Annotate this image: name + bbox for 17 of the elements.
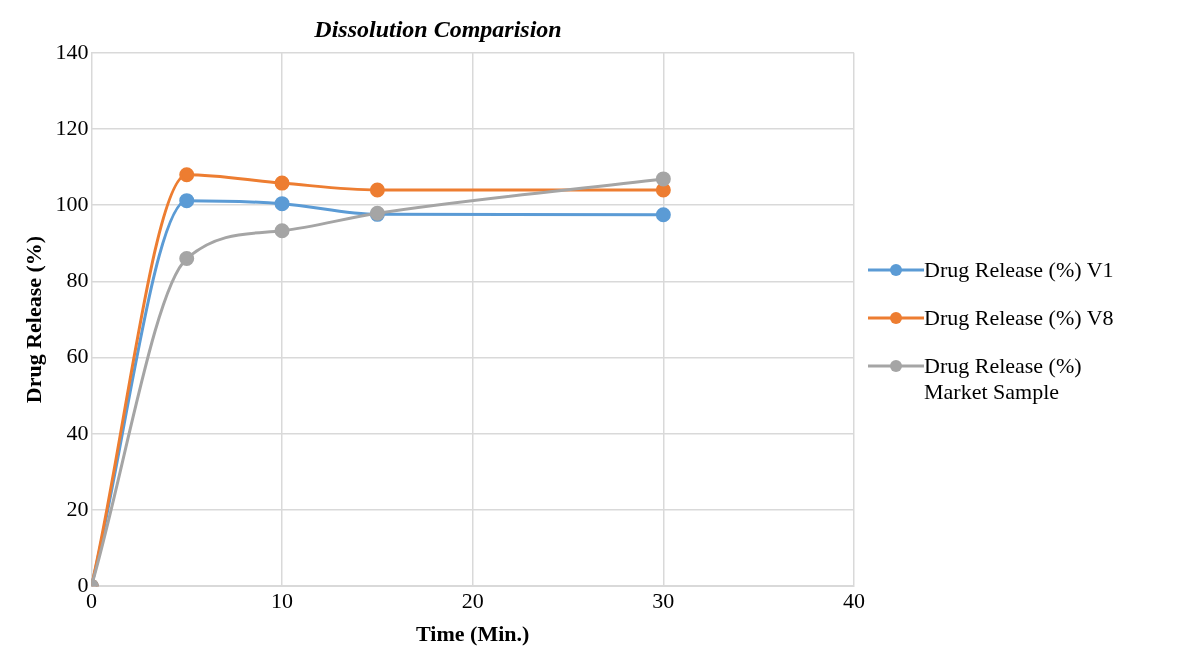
x-tick-label: 20 [461, 588, 484, 614]
x-tick-label: 40 [843, 588, 865, 614]
x-tick-label: 30 [652, 588, 675, 614]
y-tick-label: 120 [55, 114, 89, 140]
legend-label: Drug Release (%) V1 [924, 256, 1115, 283]
y-tick-label: 100 [55, 190, 89, 216]
legend-label: Drug Release (%) Market Sample [924, 352, 1083, 405]
y-axis-title: Drug Release (%) [20, 235, 46, 404]
x-tick-label: 10 [271, 588, 294, 614]
x-axis-title: Time (Min.) [416, 621, 530, 647]
y-tick-label: 60 [66, 343, 89, 369]
y-tick-label: 140 [55, 38, 89, 64]
y-tick-label: 80 [66, 267, 89, 293]
y-tick-label: 40 [66, 419, 89, 445]
y-tick-label: 20 [66, 495, 89, 521]
legend-label: Drug Release (%) V8 [924, 304, 1115, 331]
chart-title: Dissolution Comparision [313, 15, 562, 42]
